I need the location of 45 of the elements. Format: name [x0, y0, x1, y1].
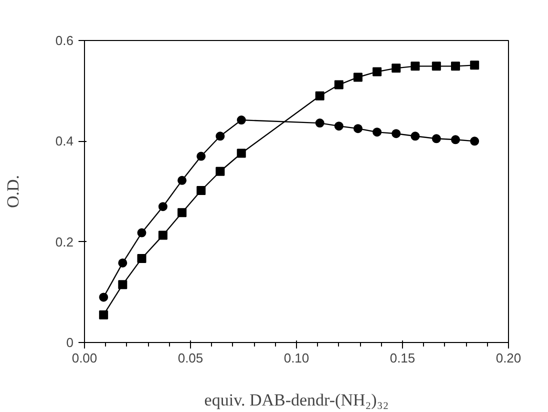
point: [196, 152, 206, 161]
point: [178, 176, 187, 185]
point: [470, 136, 480, 146]
point: [334, 80, 344, 90]
point: [158, 202, 168, 212]
point: [451, 135, 460, 144]
x-tick-label: 0.15: [390, 350, 416, 366]
point: [353, 72, 362, 82]
x-tick-label: 0.20: [496, 350, 522, 366]
y-tick-label: 0: [66, 335, 74, 350]
point: [99, 292, 108, 302]
point: [236, 116, 246, 125]
point: [392, 64, 401, 73]
point: [137, 228, 146, 238]
point: [118, 280, 128, 290]
point: [470, 60, 480, 70]
point: [178, 208, 187, 218]
point: [196, 186, 206, 195]
point: [432, 62, 441, 71]
point: [451, 62, 460, 71]
point: [372, 67, 382, 76]
point: [216, 166, 225, 176]
point: [392, 129, 401, 138]
y-tick-label: 0.2: [55, 234, 74, 250]
point: [236, 148, 246, 158]
point: [137, 254, 146, 263]
x-tick-label: 0.05: [178, 350, 204, 366]
point: [334, 122, 344, 131]
point: [216, 132, 225, 141]
point: [158, 230, 168, 240]
x-tick-label: 0.00: [72, 350, 98, 366]
point: [315, 91, 324, 100]
point: [410, 62, 420, 71]
point: [99, 310, 108, 320]
point: [410, 132, 420, 141]
y-tick-label: 0.4: [55, 134, 74, 149]
point: [118, 258, 128, 268]
point: [315, 118, 324, 128]
point: [372, 128, 382, 137]
point: [432, 134, 441, 144]
y-tick-label: 0.6: [55, 33, 74, 48]
x-axis-title: equiv. DAB-dendr-(NH₂)₃₂: [204, 390, 389, 410]
y-axis-title: O.D.: [3, 174, 22, 208]
x-tick-label: 0.10: [284, 350, 310, 366]
point: [353, 124, 362, 134]
